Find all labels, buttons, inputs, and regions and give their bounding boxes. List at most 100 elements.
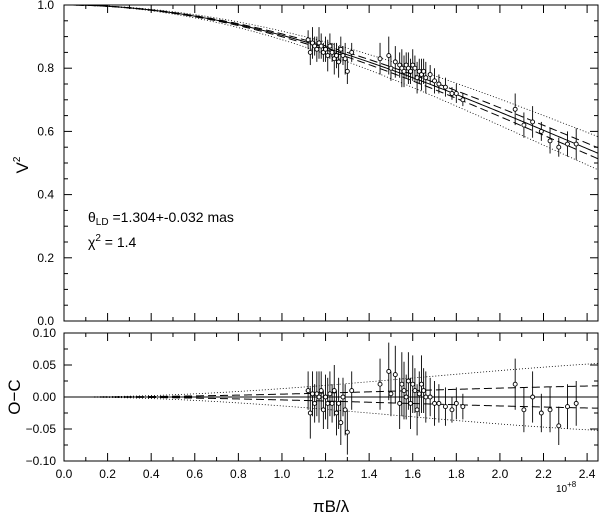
residual-point-marker xyxy=(320,407,326,413)
model-lower-dotted-line xyxy=(64,4,599,138)
visibility-point-marker xyxy=(436,81,442,87)
visibility-point-marker xyxy=(338,46,344,52)
residual-point-marker xyxy=(414,407,420,413)
visibility-point-marker xyxy=(349,49,355,55)
visibility-point-marker xyxy=(414,75,420,81)
visibility-data-points xyxy=(305,27,579,160)
residual-point-marker xyxy=(442,404,448,410)
visibility-point-marker xyxy=(307,49,313,55)
y-tick-label: −0.10 xyxy=(26,454,57,468)
x-tick-label: 2.0 xyxy=(492,467,509,481)
x-tick-label: 1.0 xyxy=(274,467,291,481)
visibility-point-marker xyxy=(377,56,383,62)
visibility-point-marker xyxy=(344,68,350,74)
visibility-point-marker xyxy=(392,59,398,65)
residual-upper-dotted-line xyxy=(64,363,599,398)
residual-point-marker xyxy=(349,388,355,394)
visibility-point-marker xyxy=(333,53,339,59)
residual-point-marker xyxy=(403,394,409,400)
residual-lower-dotted-line xyxy=(64,396,599,431)
x-tick-label: 2.2 xyxy=(535,467,552,481)
residual-point-marker xyxy=(538,410,544,416)
residual-point-marker xyxy=(419,381,424,387)
x-tick-label: 1.6 xyxy=(404,467,421,481)
visibility-point-marker xyxy=(421,68,427,74)
residual-point-marker xyxy=(547,407,553,413)
x-axis-title: πB/λ xyxy=(313,497,350,516)
residual-point-marker xyxy=(342,407,348,413)
x-exponent-note: 10+8 xyxy=(556,480,577,495)
y-tick-label: 0.10 xyxy=(33,326,57,340)
residual-point-marker xyxy=(312,400,318,406)
visibility-point-marker xyxy=(408,68,414,74)
visibility-point-marker xyxy=(388,65,394,71)
residual-point-marker xyxy=(556,423,562,429)
residual-point-marker xyxy=(331,388,337,394)
visibility-point-marker xyxy=(565,141,570,147)
residual-point-marker xyxy=(336,400,342,406)
residual-point-marker xyxy=(388,391,394,397)
y-tick-label: 0.2 xyxy=(37,251,54,265)
x-tick-labels: 0.0 0.2 0.4 0.6 0.8 1.0 1.2 1.4 1.6 1.8 2.0 2.2 2.4 xyxy=(56,467,596,481)
y-tick-label: 0.4 xyxy=(37,188,54,202)
visibility-point-marker xyxy=(573,141,579,147)
visibility-point-marker xyxy=(401,68,407,74)
visibility-point-marker xyxy=(547,138,553,144)
visibility-point-marker xyxy=(325,53,331,59)
residual-point-marker xyxy=(421,388,427,394)
y-tick-label: 0.6 xyxy=(37,124,54,138)
residual-point-marker xyxy=(310,391,315,397)
y-tick-label: 0.05 xyxy=(33,358,57,372)
x-tick-label: 0.6 xyxy=(186,467,203,481)
residual-point-marker xyxy=(405,378,411,384)
x-tick-label: 0.8 xyxy=(230,467,247,481)
x-tick-label: 0.0 xyxy=(56,467,73,481)
visibility-point-marker xyxy=(318,43,324,49)
residual-point-marker xyxy=(573,400,579,406)
y-tick-label: −0.05 xyxy=(26,422,57,436)
visibility-point-marker xyxy=(432,78,437,84)
visibility-point-marker xyxy=(460,97,466,103)
residual-lower-dashed-line xyxy=(64,396,599,409)
x-tick-label: 0.2 xyxy=(99,467,116,481)
residual-point-marker xyxy=(521,407,527,413)
chi-square-annotation: χ2 = 1.4 xyxy=(88,233,137,250)
visibility-point-marker xyxy=(453,91,459,96)
residual-y-tick-labels: −0.10 −0.05 0.00 0.05 0.10 xyxy=(26,326,57,468)
visibility-point-marker xyxy=(323,46,329,52)
x-tick-label: 0.4 xyxy=(143,467,160,481)
visibility-panel: 0.0 0.2 0.4 0.6 0.8 1.0 V2 θLD =1.304+-0.032 … xyxy=(12,0,599,328)
residual-point-marker xyxy=(338,420,344,426)
model-best-fit-line xyxy=(64,4,599,154)
visibility-point-marker xyxy=(449,91,455,96)
residual-point-marker xyxy=(460,404,466,410)
visibility-point-marker xyxy=(329,49,335,55)
visibility-point-marker xyxy=(412,65,418,71)
residual-panel: −0.10 −0.05 0.00 0.05 0.10 0.0 0.2 0.4 0.6 0.8 1.… xyxy=(5,326,599,516)
residual-point-marker xyxy=(427,394,433,400)
y-tick-label: 0.00 xyxy=(33,390,57,404)
x-tick-label: 2.4 xyxy=(579,467,596,481)
y-tick-label: 1.0 xyxy=(37,0,54,12)
residual-point-marker xyxy=(344,429,350,435)
visibility-point-marker xyxy=(342,56,348,62)
residual-point-marker xyxy=(386,368,392,374)
visibility-point-marker xyxy=(336,59,342,65)
residual-y-axis-title: O−C xyxy=(5,379,24,414)
visibility-point-marker xyxy=(512,106,518,112)
residual-point-marker xyxy=(423,394,429,400)
theta-annotation: θLD =1.304+-0.032 mas xyxy=(88,209,234,228)
residual-point-marker xyxy=(399,381,405,387)
residual-point-marker xyxy=(307,410,313,416)
visibility-y-tick-labels: 0.0 0.2 0.4 0.6 0.8 1.0 xyxy=(37,0,54,328)
model-upper-dashed-line xyxy=(64,4,599,160)
visibility-y-axis-title: V2 xyxy=(12,156,32,173)
model-upper-dotted-line xyxy=(64,4,599,171)
visibility-point-marker xyxy=(386,53,392,59)
y-tick-label: 0.0 xyxy=(37,314,54,328)
visibility-point-marker xyxy=(521,122,527,128)
residual-point-marker xyxy=(316,394,322,400)
residual-point-marker xyxy=(392,372,398,378)
residual-data-points xyxy=(305,342,579,455)
